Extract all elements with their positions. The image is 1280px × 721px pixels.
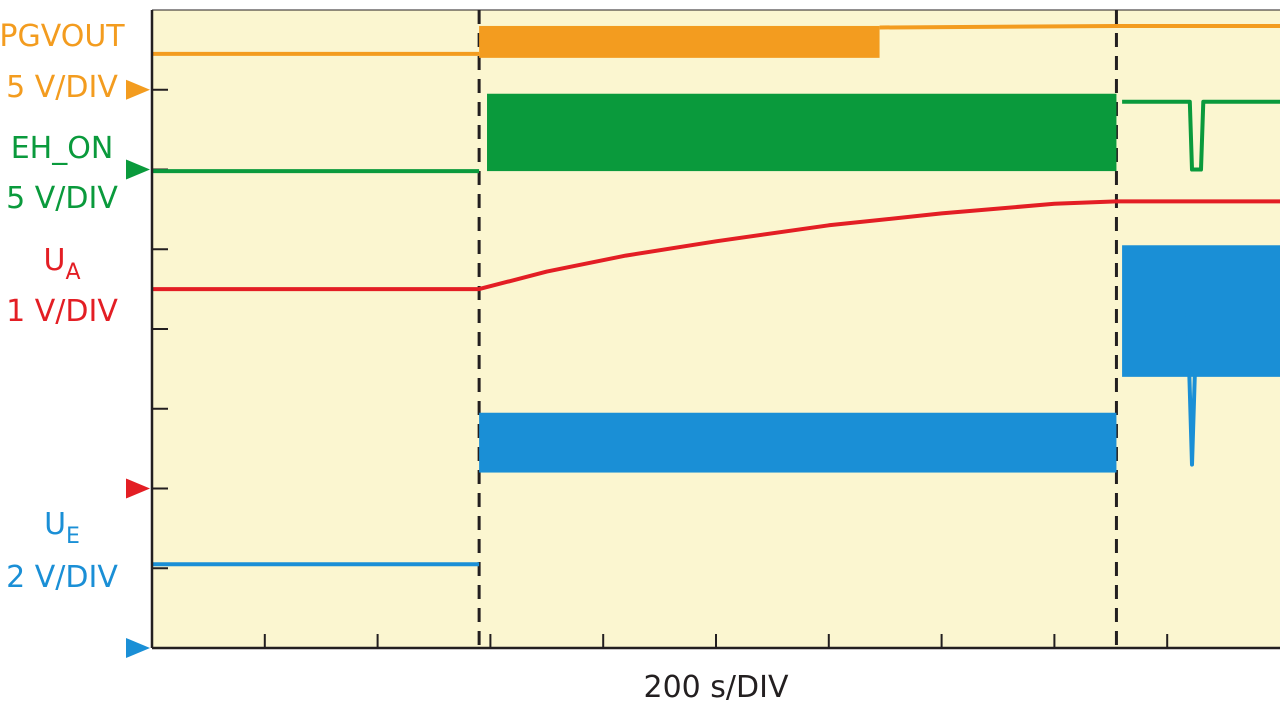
trace-eh_on-line [1122,99,1280,172]
channel-name-ua: UA [43,243,80,285]
trace-pgvout-band [479,25,880,58]
trace-ue [152,245,1280,567]
channel-scale-eh_on: 5 V/DIV [6,181,118,216]
event-markers [477,10,1118,648]
ground-markers [126,79,150,658]
trace-ue-band [479,412,1117,473]
traces [152,24,1280,567]
ground-marker-ua [126,478,150,499]
trace-eh_on [152,93,1280,174]
channel-labels: PGVOUT 5 V/DIV EH_ON 5 V/DIV UA 1 V/DIV UE 2 V/… [0,19,125,595]
trace-ue-band [1122,245,1280,377]
channel-scale-ue: 2 V/DIV [6,560,118,595]
trace-ua-line [152,199,1280,292]
trace-ua [152,199,1280,292]
channel-scale-pgvout: 5 V/DIV [6,70,118,105]
trace-pgvout [152,24,1280,58]
trace-ue-line [1185,313,1199,467]
channel-name-eh_on: EH_ON [11,131,114,166]
trace-eh_on-band [487,93,1117,172]
channel-name-ue: UE [44,507,80,549]
channel-scale-ua: 1 V/DIV [6,294,118,329]
ground-marker-pgvout [126,79,150,100]
trace-pgvout-line [879,24,1280,30]
channel-name-pgvout: PGVOUT [0,19,125,54]
ground-marker-ue [126,638,150,658]
x-axis-label: 200 s/DIV [643,670,788,705]
ground-marker-eh_on [126,159,150,180]
